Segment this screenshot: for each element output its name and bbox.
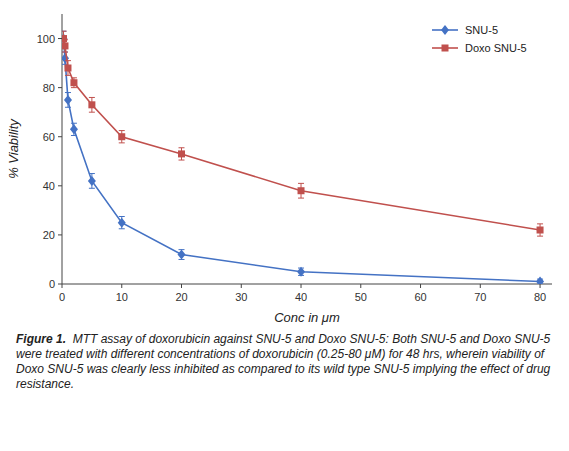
x-tick xyxy=(420,284,421,288)
error-bar xyxy=(298,183,304,198)
x-tick-label: 0 xyxy=(59,291,65,303)
point xyxy=(118,133,125,140)
error-bar xyxy=(119,131,125,143)
y-tick-label: 100 xyxy=(37,33,55,45)
error-bar xyxy=(89,174,95,189)
error-bar xyxy=(65,61,71,76)
legend-label: Doxo SNU-5 xyxy=(465,42,527,54)
point xyxy=(62,34,67,44)
legend-marker xyxy=(442,45,449,52)
y-tick-label: 40 xyxy=(43,180,55,192)
error-bar xyxy=(537,224,543,236)
series xyxy=(62,31,544,284)
error-bar xyxy=(179,250,185,260)
y-tick xyxy=(58,136,62,137)
x-axis-label: Conc in μm xyxy=(274,310,340,325)
point xyxy=(64,95,72,105)
point xyxy=(537,227,544,234)
point xyxy=(178,250,186,260)
y-tick xyxy=(58,234,62,235)
y-tick xyxy=(58,87,62,88)
error-bar xyxy=(71,78,77,88)
x-tick-label: 30 xyxy=(235,291,247,303)
point xyxy=(536,277,544,284)
x-tick xyxy=(241,284,242,288)
line xyxy=(63,39,540,230)
y-tick xyxy=(58,284,62,285)
error-bar xyxy=(179,148,185,160)
caption-text: MTT assay of doxorubicin against SNU-5 a… xyxy=(16,332,550,391)
point xyxy=(88,101,95,108)
series xyxy=(62,31,544,236)
x-tick xyxy=(121,284,122,288)
x-tick xyxy=(480,284,481,288)
x-tick-label: 60 xyxy=(414,291,426,303)
x-tick-label: 20 xyxy=(175,291,187,303)
error-bar xyxy=(119,217,125,229)
caption: Figure 1. MTT assay of doxorubicin again… xyxy=(0,330,569,392)
x-tick-label: 10 xyxy=(116,291,128,303)
point xyxy=(62,42,68,49)
error-bar xyxy=(89,97,95,112)
y-tick-label: 80 xyxy=(43,82,55,94)
plot-area xyxy=(62,31,544,284)
y-tick xyxy=(58,38,62,39)
x-axis-line xyxy=(62,284,552,285)
x-tick xyxy=(360,284,361,288)
legend-marker xyxy=(441,25,449,35)
x-tick-label: 50 xyxy=(355,291,367,303)
error-bar xyxy=(65,93,71,108)
x-tick xyxy=(181,284,182,288)
y-tick-label: 60 xyxy=(43,131,55,143)
x-tick-label: 70 xyxy=(474,291,486,303)
point xyxy=(70,124,78,134)
y-tick-label: 20 xyxy=(43,229,55,241)
line xyxy=(63,39,540,282)
y-axis-label: % Viability xyxy=(6,118,21,179)
legend: SNU-5 Doxo SNU-5 xyxy=(432,24,527,54)
point xyxy=(178,150,185,157)
x-tick-label: 80 xyxy=(534,291,546,303)
x-tick xyxy=(301,284,302,288)
y-tick-label: 0 xyxy=(49,278,55,290)
x-tick xyxy=(62,284,63,288)
error-bar xyxy=(71,123,77,135)
point xyxy=(64,65,71,72)
point xyxy=(298,187,305,194)
point xyxy=(70,79,77,86)
y-tick xyxy=(58,185,62,186)
chart: 0 10 20 30 40 50 60 70 80 0 20 40 60 80 100 Conc in μm%… xyxy=(0,0,569,330)
x-tick-label: 40 xyxy=(295,291,307,303)
point xyxy=(88,176,96,186)
legend-label: SNU-5 xyxy=(465,24,498,36)
y-axis-line xyxy=(62,14,63,284)
caption-title: Figure 1. xyxy=(16,332,66,346)
point xyxy=(297,267,305,277)
point xyxy=(118,218,126,228)
point xyxy=(62,35,67,42)
x-tick xyxy=(540,284,541,288)
